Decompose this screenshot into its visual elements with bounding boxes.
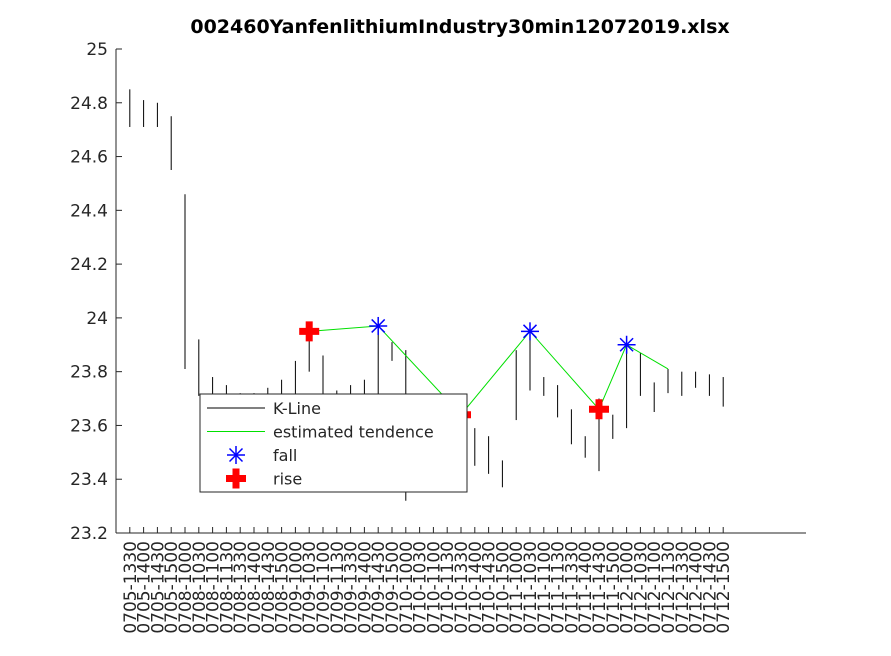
x-tick-label: 0705-1330	[121, 541, 141, 634]
plus-shape	[299, 321, 320, 342]
star-stroke	[371, 318, 386, 333]
x-tick-label: 0710-1100	[424, 541, 444, 634]
x-tick-label: 0710-1330	[452, 541, 472, 634]
x-tick-label: 0712-1400	[687, 541, 707, 634]
x-tick-label: 0712-1130	[659, 541, 679, 634]
x-tick-label: 0711-1500	[604, 541, 624, 634]
x-tick-label: 0708-1500	[273, 541, 293, 634]
x-tick-label: 0710-1430	[480, 541, 500, 634]
x-tick-label: 0709-1000	[286, 541, 306, 634]
x-tick-label: 0705-1500	[162, 541, 182, 634]
x-tick-label: 0708-1100	[204, 541, 224, 634]
legend-label: fall	[273, 446, 297, 465]
y-tick-label: 24.8	[70, 94, 108, 114]
legend: K-Line estimated tendence fall rise	[199, 393, 468, 493]
x-tick-label: 0709-1330	[342, 541, 362, 634]
plus-marker	[589, 399, 609, 420]
x-tick-label: 0711-1130	[549, 541, 569, 634]
star-marker	[369, 316, 388, 335]
x-tick-label: 0708-1130	[217, 541, 237, 634]
x-tick-label: 0708-1030	[190, 541, 210, 634]
x-tick-label: 0708-1430	[259, 541, 279, 634]
y-tick-label: 24	[86, 309, 108, 329]
x-tick-label: 0710-1130	[438, 541, 458, 634]
x-tick-label: 0709-1030	[300, 541, 320, 634]
plus-marker	[299, 321, 320, 342]
y-tick-label: 24.6	[70, 148, 108, 168]
x-tick-label: 0711-1430	[590, 541, 610, 634]
x-tick-label: 0711-1000	[507, 541, 527, 634]
x-tick-label: 0709-1130	[328, 541, 348, 634]
x-tick-label: 0709-1430	[369, 541, 389, 634]
x-tick-label: 0711-1030	[521, 541, 541, 634]
star-stroke	[522, 324, 538, 339]
x-tick-label: 0705-1430	[148, 541, 168, 634]
y-tick-label: 23.4	[70, 470, 108, 490]
x-tick-label: 0710-1030	[411, 541, 431, 634]
x-tick-label: 0712-1000	[618, 541, 638, 634]
legend-label: rise	[273, 470, 302, 489]
x-tick-label: 0711-1400	[576, 541, 596, 634]
y-tick-label: 24.2	[70, 255, 108, 275]
x-tick-label: 0709-1400	[355, 541, 375, 634]
x-tick-label: 0708-1400	[245, 541, 265, 634]
x-tick-label: 0710-1000	[397, 541, 417, 634]
star-marker	[521, 322, 539, 341]
y-tick-label: 23.8	[70, 363, 108, 383]
x-tick-label: 0705-1400	[135, 541, 155, 634]
legend-label: K-Line	[273, 399, 321, 418]
legend-label: estimated tendence	[273, 423, 434, 442]
legend-swatch	[227, 446, 245, 464]
legend-swatch	[226, 468, 246, 489]
plus-shape	[226, 468, 246, 489]
chart-title: 002460YanfenlithiumIndustry30min12072019…	[190, 16, 729, 38]
x-tick-label: 0709-1100	[314, 541, 334, 634]
y-tick-label: 23.6	[70, 416, 108, 436]
y-tick-label: 24.4	[70, 201, 108, 221]
star-stroke	[228, 447, 244, 463]
x-tick-label: 0712-1500	[714, 541, 734, 634]
x-tick-label: 0712-1030	[631, 541, 651, 634]
x-tick-label: 0712-1100	[645, 541, 665, 634]
star-stroke	[619, 337, 634, 352]
x-tick-label: 0712-1330	[673, 541, 693, 634]
x-tick-label: 0711-1100	[535, 541, 555, 634]
y-tick-label: 23.2	[70, 524, 108, 544]
x-tick-label: 0710-1400	[466, 541, 486, 634]
star-marker	[617, 335, 636, 354]
x-tick-label: 0712-1430	[700, 541, 720, 634]
plus-shape	[589, 399, 609, 420]
x-tick-label: 0709-1500	[383, 541, 403, 634]
x-tick-label: 0708-1330	[231, 541, 251, 634]
y-tick-label: 25	[86, 40, 108, 60]
x-tick-label: 0711-1330	[562, 541, 582, 634]
x-tick-label: 0708-1000	[176, 541, 196, 634]
x-tick-label: 0710-1500	[493, 541, 513, 634]
